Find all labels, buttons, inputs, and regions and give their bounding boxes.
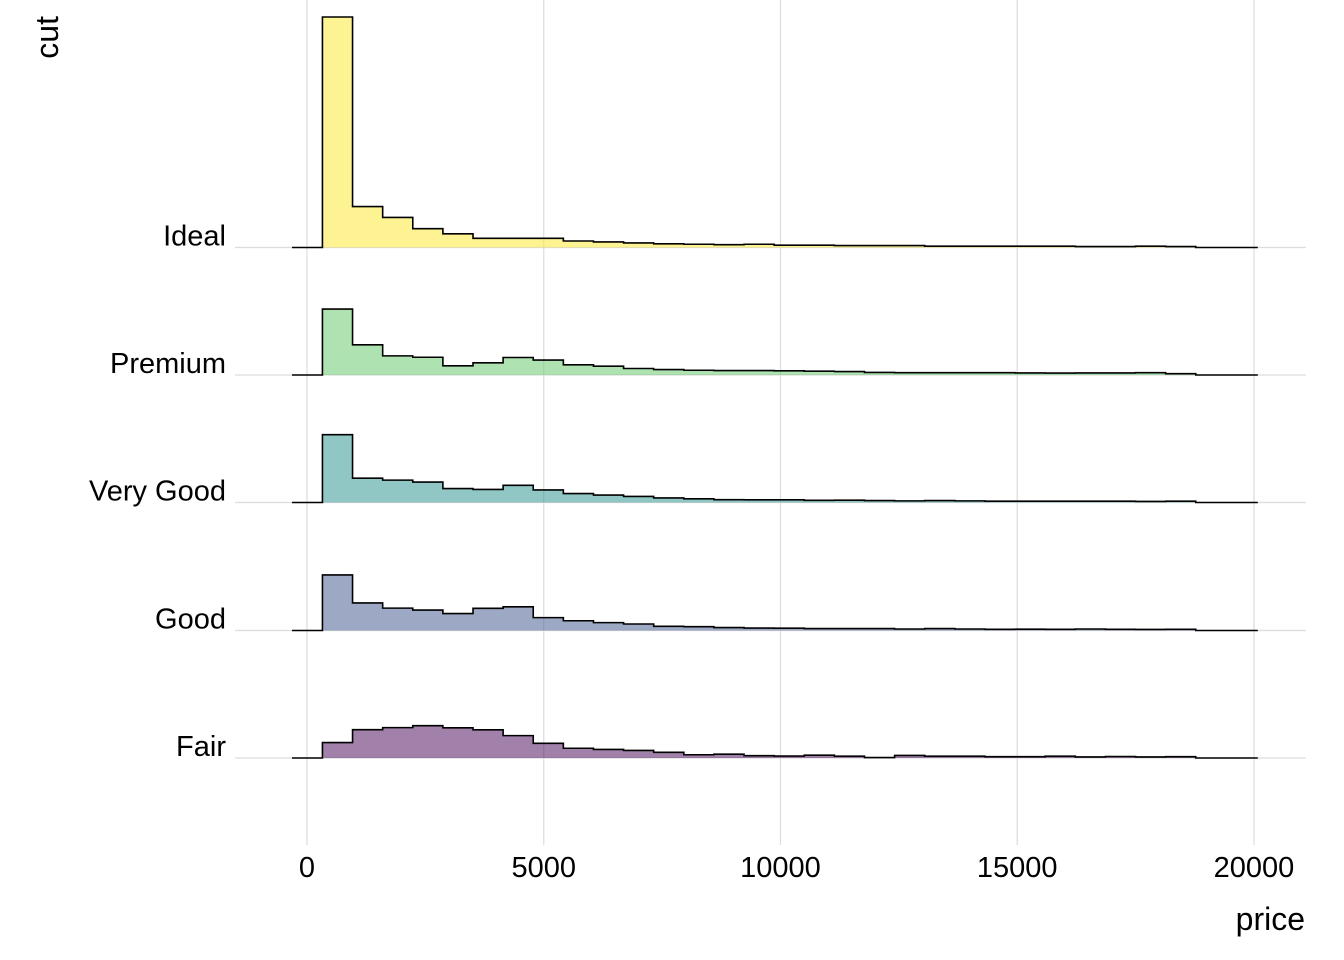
x-tick-label-10000: 10000: [740, 852, 821, 884]
ridge-outline-fair: [292, 724, 1258, 759]
ridge-very-good: [292, 433, 1258, 504]
x-tick-label-5000: 5000: [511, 852, 576, 884]
ridge-fill-good: [322, 574, 1196, 631]
y-tick-label-ideal: Ideal: [163, 221, 226, 253]
x-tick-label-15000: 15000: [977, 852, 1058, 884]
x-tick-label-0: 0: [299, 852, 315, 884]
y-tick-label-fair: Fair: [176, 731, 226, 763]
ridge-outline-good: [292, 574, 1258, 632]
x-axis-title: price: [1236, 901, 1305, 937]
ridge-outline-very-good: [292, 433, 1258, 504]
y-tick-label-premium: Premium: [110, 348, 226, 380]
ridge-ideal: [292, 16, 1258, 249]
y-tick-label-good: Good: [155, 604, 226, 636]
vertical-gridlines: [306, 0, 1255, 845]
ridge-fill-premium: [322, 309, 1196, 375]
x-tick-label-20000: 20000: [1214, 852, 1295, 884]
ridge-good: [292, 574, 1258, 632]
ridge-fill-fair: [322, 725, 1196, 758]
ridge-fair: [292, 724, 1258, 759]
ridge-fill-ideal: [322, 17, 1196, 248]
ridge-outline-premium: [292, 308, 1258, 376]
y-tick-label-very-good: Very Good: [89, 476, 226, 508]
ridge-premium: [292, 308, 1258, 376]
ridge-outline-ideal: [292, 16, 1258, 249]
y-axis-title: cut: [29, 16, 65, 59]
x-axis-tick-labels: 0 5000 10000 15000 20000: [299, 852, 1294, 884]
ridge-fill-very-good: [322, 434, 1196, 503]
y-axis-tick-labels: Fair Good Very Good Premium Ideal: [89, 221, 226, 764]
horizontal-gridlines: [235, 246, 1306, 759]
ridges: [292, 16, 1258, 759]
